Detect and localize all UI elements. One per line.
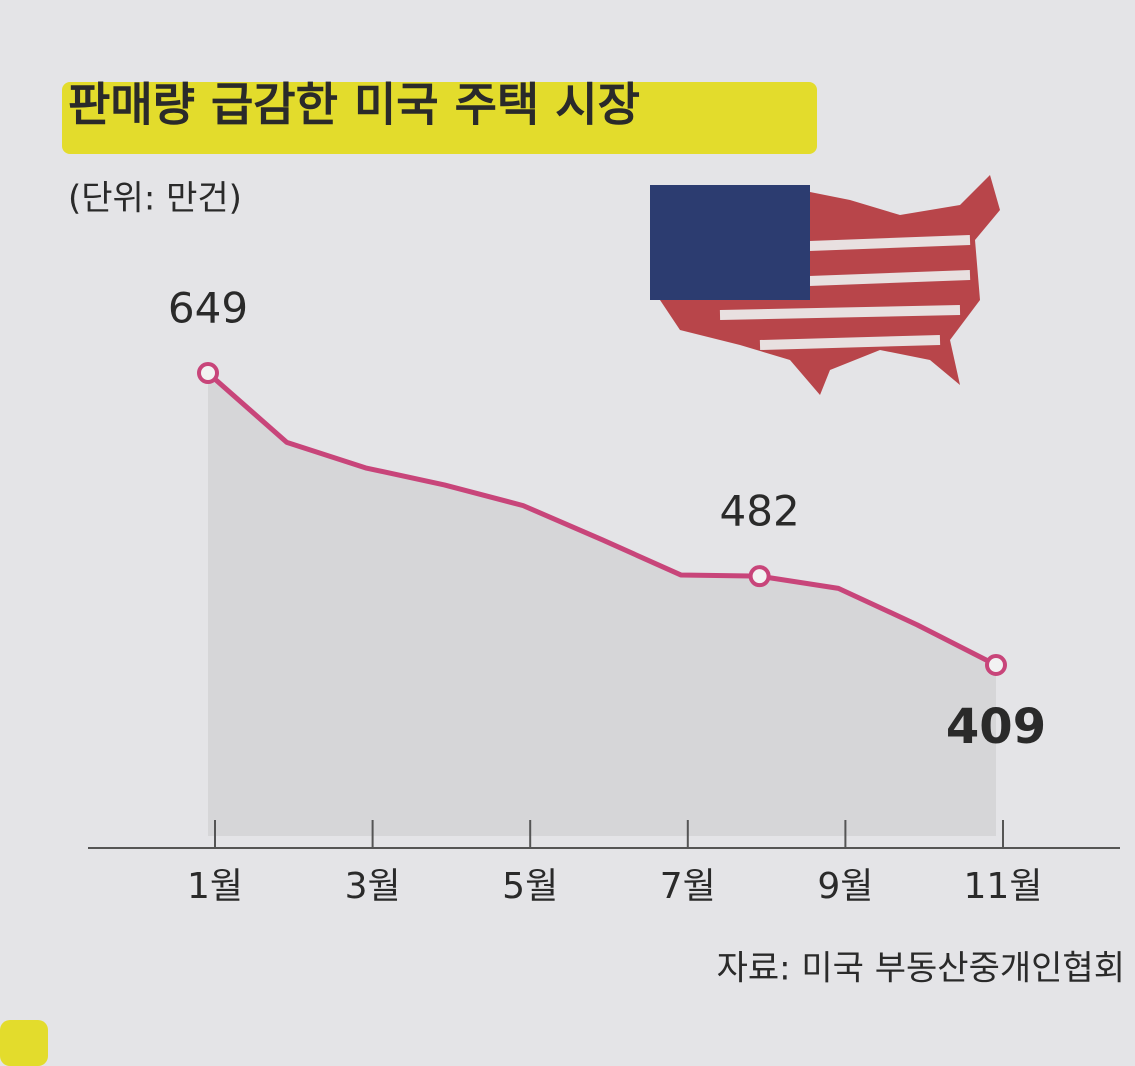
point-marker bbox=[197, 362, 219, 384]
title-highlight bbox=[62, 82, 817, 154]
source-note: 자료: 미국 부동산중개인협회 bbox=[717, 949, 1125, 989]
x-tick-label: 9월 bbox=[817, 866, 873, 907]
data-label: 649 bbox=[168, 284, 248, 333]
us-flag-map bbox=[650, 175, 1000, 395]
x-tick-label: 3월 bbox=[345, 866, 401, 907]
x-tick-label: 5월 bbox=[502, 866, 558, 907]
decoration bbox=[0, 1020, 48, 1066]
x-tick-label: 7월 bbox=[660, 866, 716, 907]
data-label: 482 bbox=[720, 487, 800, 536]
x-tick-label: 1월 bbox=[187, 866, 243, 907]
unit-label: (단위: 만건) bbox=[68, 179, 242, 219]
chart-title: 판매량 급감한 미국 주택 시장 bbox=[68, 78, 640, 132]
x-tick-label: 11월 bbox=[964, 866, 1043, 907]
point-marker bbox=[748, 565, 771, 588]
line bbox=[206, 371, 998, 668]
point-marker bbox=[985, 654, 1007, 676]
data-label: 409 bbox=[946, 699, 1046, 755]
area-fill bbox=[208, 373, 996, 836]
